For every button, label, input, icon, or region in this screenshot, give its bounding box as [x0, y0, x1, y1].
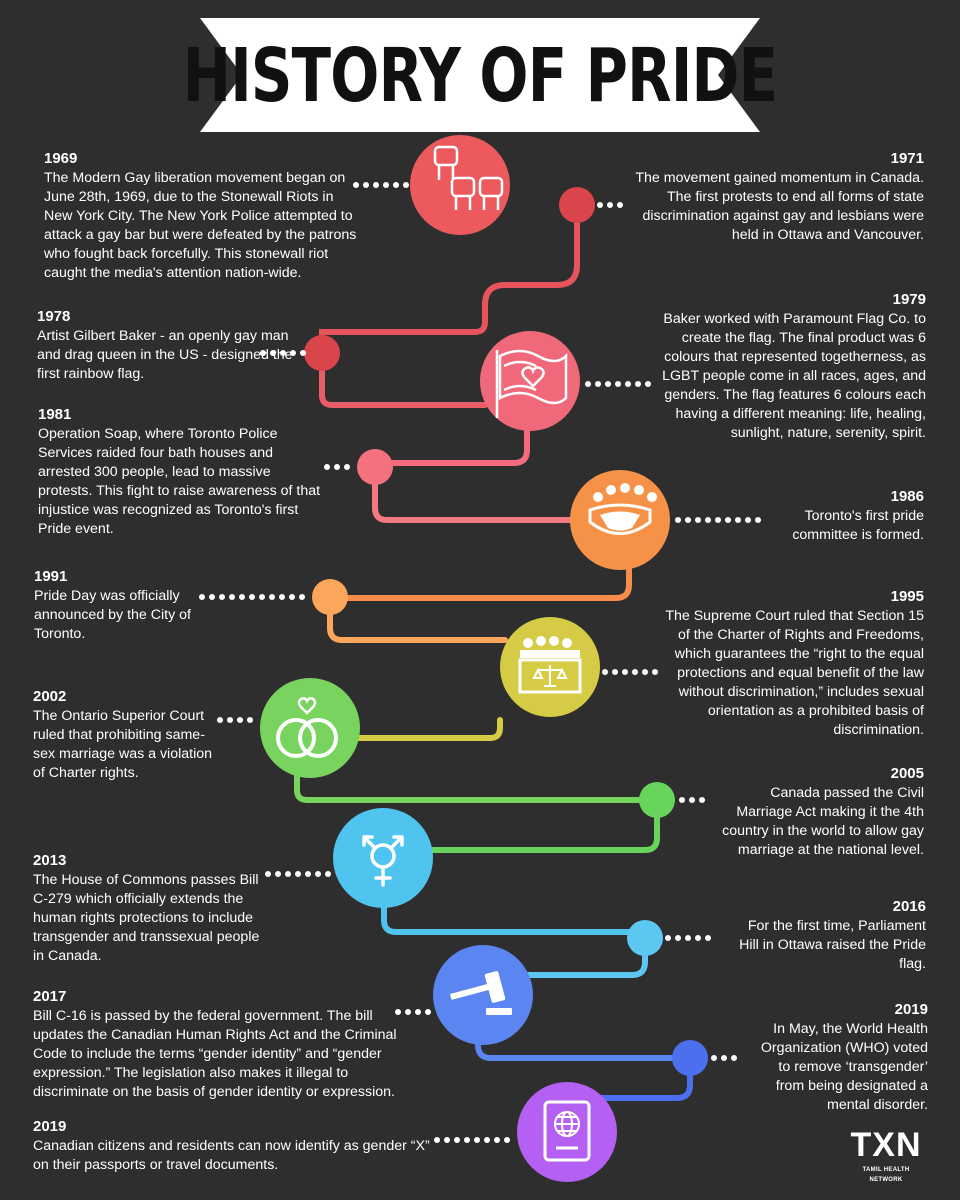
event-1986: 1986 Toronto's first pride committee is …	[770, 486, 924, 545]
event-year: 1969	[44, 150, 78, 167]
event-year: 2002	[33, 688, 67, 705]
event-1991: 1991 Pride Day was officially announced …	[34, 566, 198, 644]
event-description: Toronto's first pride committee is forme…	[792, 508, 924, 543]
path-1971-to-1978	[319, 202, 580, 351]
dots-2016	[665, 935, 711, 941]
dots-2019-who	[711, 1055, 737, 1061]
path-1979-to-1981	[385, 417, 530, 473]
gavel-icon	[433, 945, 533, 1045]
path-1979	[319, 357, 488, 408]
logo-subtitle: TAMIL HEALTH NETWORK	[862, 1167, 910, 1183]
event-1971: 1971 The movement gained momentum in Can…	[634, 148, 924, 245]
dots-2013	[265, 871, 331, 877]
path-2019-to-2019	[597, 1067, 693, 1101]
path-1981-to-1986	[372, 477, 578, 523]
dots-1979	[585, 381, 651, 387]
path-2013-to-2016	[381, 902, 648, 935]
title-banner	[200, 18, 760, 132]
event-1969: 1969 The Modern Gay liberation movement …	[44, 148, 364, 283]
event-2002: 2002 The Ontario Superior Court ruled th…	[33, 686, 217, 783]
dots-2019-passport	[434, 1137, 510, 1143]
dots-1981	[324, 464, 350, 470]
event-description: Canada passed the Civil Marriage Act mak…	[722, 785, 924, 858]
event-year: 2013	[33, 852, 67, 869]
event-1981: 1981 Operation Soap, where Toronto Polic…	[38, 404, 324, 539]
event-description: Bill C-16 is passed by the federal gover…	[33, 1008, 397, 1100]
event-year: 2017	[33, 988, 67, 1005]
node-1981	[357, 449, 393, 485]
event-year: 1986	[890, 488, 924, 505]
dots-2005	[679, 797, 705, 803]
event-year: 1978	[37, 308, 71, 325]
event-2013: 2013 The House of Commons passes Bill C-…	[33, 850, 265, 966]
dots-1995	[602, 669, 658, 675]
node-1978	[304, 335, 340, 371]
event-description: The House of Commons passes Bill C-279 w…	[33, 872, 260, 964]
path-1995-to-2002	[337, 717, 503, 741]
event-2017: 2017 Bill C-16 is passed by the federal …	[33, 986, 403, 1102]
banner-ribbon	[200, 18, 760, 132]
event-year: 2005	[890, 765, 924, 782]
event-2019-who: 2019 In May, the World Health Organizati…	[748, 999, 928, 1115]
event-1979: 1979 Baker worked with Paramount Flag Co…	[654, 289, 926, 443]
path-2017-to-2019	[475, 1027, 693, 1061]
event-year: 1995	[890, 588, 924, 605]
node-2005	[639, 782, 675, 818]
event-description: The movement gained momentum in Canada. …	[635, 170, 924, 243]
dots-2017	[395, 1009, 431, 1015]
event-description: The Ontario Superior Court ruled that pr…	[33, 708, 212, 781]
crowd-bowl-icon	[570, 470, 670, 570]
event-year: 2016	[892, 898, 926, 915]
event-description: Pride Day was officially announced by th…	[34, 588, 191, 642]
flag-heart-icon	[480, 331, 580, 431]
page-title: HISTORY OF PRIDE	[182, 33, 778, 119]
event-2016: 2016 For the first time, Parliament Hill…	[736, 896, 926, 974]
event-year: 1981	[38, 406, 72, 423]
path-2005-to-2013	[427, 809, 660, 853]
event-description: Operation Soap, where Toronto Police Ser…	[38, 426, 321, 537]
dots-1969	[353, 182, 409, 188]
node-1991	[312, 579, 348, 615]
dots-2002	[217, 717, 253, 723]
path-1991-to-1995	[327, 607, 508, 643]
courtroom-scales-icon	[500, 617, 600, 717]
event-year: 2019	[33, 1118, 67, 1135]
node-2016	[627, 920, 663, 956]
event-year: 1991	[34, 568, 68, 585]
passport-icon	[517, 1082, 617, 1182]
path-2002-to-2005	[294, 767, 660, 803]
path-1986-to-1991	[327, 557, 632, 601]
event-description: The Supreme Court ruled that Section 15 …	[665, 608, 924, 738]
logo-mark: TXN	[850, 1126, 922, 1164]
dots-1971	[597, 202, 623, 208]
event-1978: 1978 Artist Gilbert Baker - an openly ga…	[37, 306, 299, 384]
path-2016-to-2017	[517, 941, 648, 978]
tamil-health-network-logo: TXN TAMIL HEALTH NETWORK	[846, 1125, 926, 1187]
raised-fists-icon	[410, 135, 510, 235]
node-1971	[559, 187, 595, 223]
event-year: 2019	[894, 1001, 928, 1018]
event-description: For the first time, Parliament Hill in O…	[739, 918, 926, 972]
event-description: In May, the World Health Organization (W…	[760, 1021, 928, 1113]
event-description: The Modern Gay liberation movement began…	[44, 170, 357, 281]
event-2019-passport: 2019 Canadian citizens and residents can…	[33, 1116, 433, 1175]
event-description: Canadian citizens and residents can now …	[33, 1138, 430, 1173]
event-year: 1971	[890, 150, 924, 167]
event-description: Artist Gilbert Baker - an openly gay man…	[37, 328, 293, 382]
wedding-rings-icon	[260, 678, 360, 778]
node-2019-who	[672, 1040, 708, 1076]
dots-1978	[260, 350, 306, 356]
event-2005: 2005 Canada passed the Civil Marriage Ac…	[716, 763, 924, 860]
event-year: 1979	[892, 291, 926, 308]
dots-1986	[675, 517, 761, 523]
event-description: Baker worked with Paramount Flag Co. to …	[662, 311, 926, 441]
dots-1991	[199, 594, 305, 600]
transgender-symbol-icon	[333, 808, 433, 908]
event-1995: 1995 The Supreme Court ruled that Sectio…	[664, 586, 924, 740]
